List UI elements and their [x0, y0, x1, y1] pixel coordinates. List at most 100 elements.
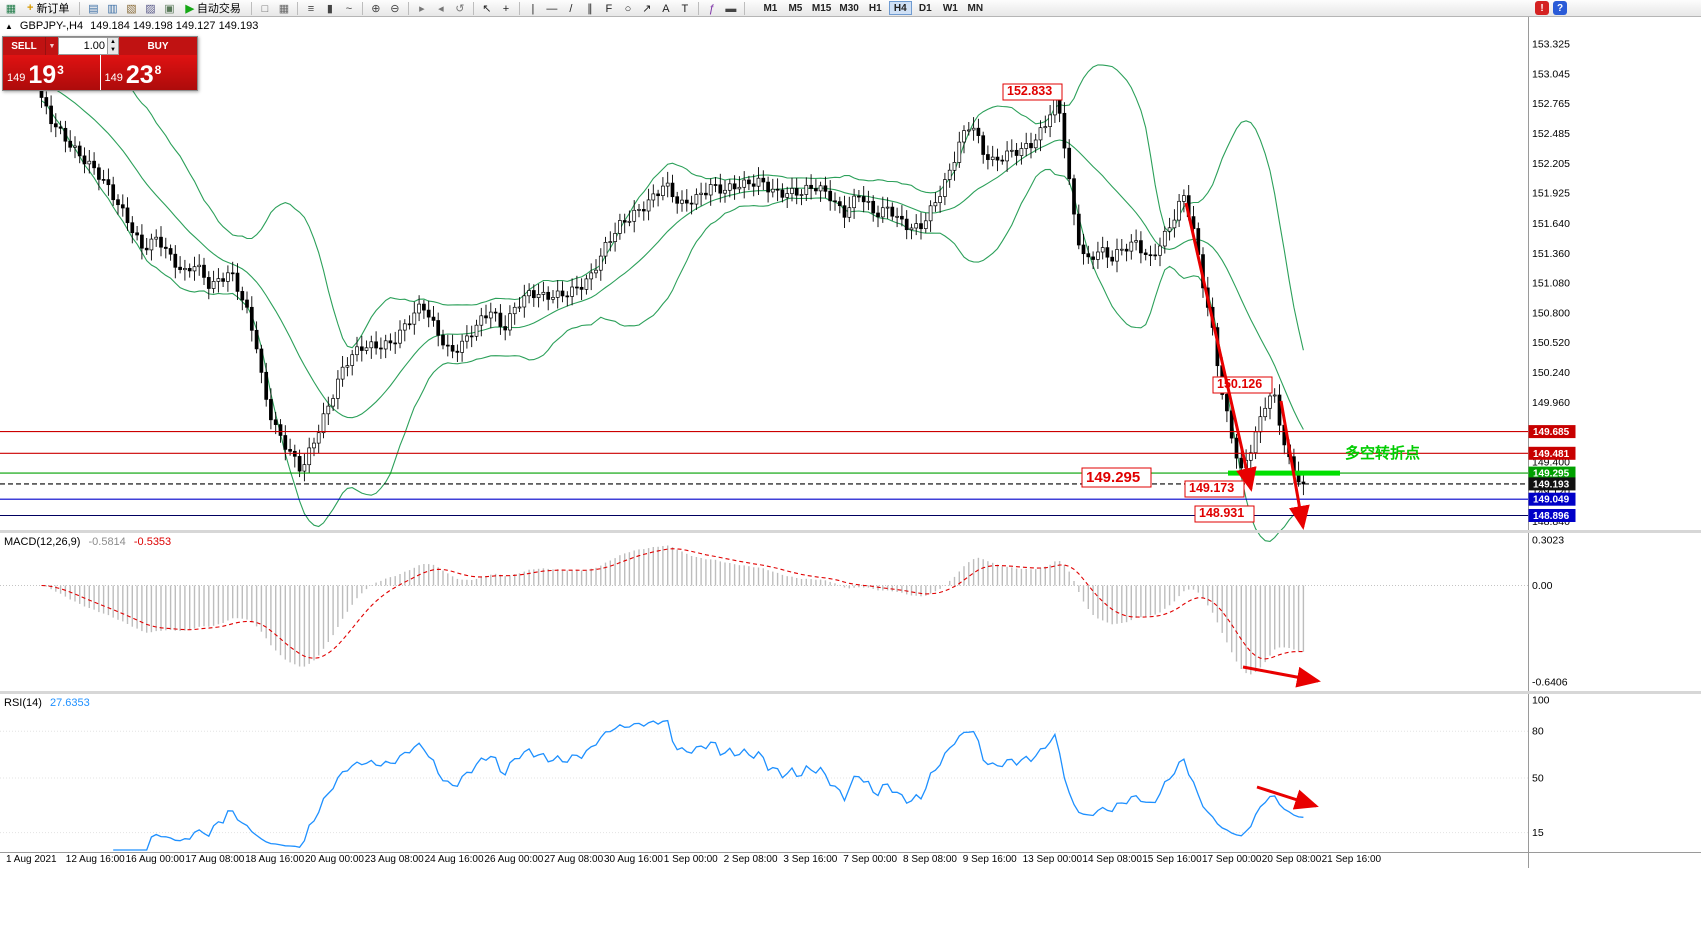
- note-text[interactable]: 多空转折点: [1345, 444, 1420, 462]
- collapse-one-click-icon[interactable]: ▲: [5, 21, 13, 31]
- rsi-axis-label: 80: [1532, 726, 1544, 738]
- bollinger-middle-band: [41, 81, 1304, 430]
- text-label-icon[interactable]: T: [681, 2, 689, 15]
- price-tag: [1528, 425, 1576, 439]
- sell-button[interactable]: SELL: [3, 37, 45, 55]
- zoom-in-icon[interactable]: ⊕: [371, 2, 381, 15]
- price-tag-label: 148.896: [1533, 511, 1570, 522]
- support-highlight-segment[interactable]: [1228, 470, 1340, 476]
- price-annotation-text: 152.833: [1007, 84, 1052, 98]
- time-axis-label: 15 Sep 16:00: [1142, 854, 1202, 865]
- timeframe-D1[interactable]: D1: [918, 2, 932, 14]
- auto-scroll-icon[interactable]: ▸: [419, 2, 425, 15]
- timeframe-H1[interactable]: H1: [868, 2, 882, 14]
- price-tick-label: 153.325: [1532, 39, 1570, 51]
- text-icon[interactable]: A: [662, 2, 670, 15]
- time-axis-label: 13 Sep 00:00: [1023, 854, 1083, 865]
- equidistant-channel-icon[interactable]: ∥: [587, 2, 593, 15]
- timeframe-W1[interactable]: W1: [942, 2, 958, 14]
- timeframe-M5[interactable]: M5: [788, 2, 803, 14]
- price-tag-label: 149.049: [1533, 495, 1570, 506]
- price-annotation-text: 149.295: [1086, 469, 1140, 486]
- price-tag: [1528, 466, 1576, 480]
- trend-arrow[interactable]: [1184, 202, 1257, 492]
- macd-trend-arrow[interactable]: [1242, 665, 1321, 688]
- strategy-tester-icon[interactable]: ▣: [164, 2, 175, 15]
- timeframe-M15[interactable]: M15: [811, 2, 832, 14]
- panel-splitter[interactable]: [0, 691, 1701, 694]
- volume-step-down-icon[interactable]: ▼: [108, 46, 118, 54]
- zoom-out-icon[interactable]: ⊖: [390, 2, 400, 15]
- time-axis-label: 9 Sep 16:00: [963, 854, 1017, 865]
- vertical-line-icon[interactable]: |: [531, 2, 535, 15]
- price-annotation-box[interactable]: [1081, 467, 1152, 488]
- price-tag: [1528, 477, 1576, 491]
- buy-price-pip: 8: [154, 63, 162, 77]
- chart-shift-icon[interactable]: ◂: [438, 2, 444, 15]
- shapes-icon[interactable]: ○: [624, 2, 632, 15]
- price-annotation-box[interactable]: [1002, 83, 1063, 101]
- bar-chart-icon[interactable]: ≡: [307, 2, 315, 15]
- indicators-icon[interactable]: ƒ: [708, 2, 715, 15]
- timeframe-M1[interactable]: M1: [763, 2, 778, 14]
- price-annotation-text: 149.173: [1189, 481, 1234, 495]
- trend-arrow[interactable]: [1279, 400, 1310, 530]
- panel-splitter[interactable]: [0, 530, 1701, 533]
- volume-input[interactable]: [58, 37, 108, 55]
- toolbar-separator: [296, 1, 298, 15]
- macd-main-value: -0.5814: [88, 536, 126, 548]
- refresh-icon[interactable]: ↺: [455, 2, 465, 15]
- macd-histogram: [45, 545, 1305, 675]
- price-tag: [1528, 492, 1576, 506]
- terminal-icon[interactable]: ▨: [145, 2, 156, 15]
- cursor-icon[interactable]: ↖: [482, 2, 492, 15]
- crosshair-icon[interactable]: +: [502, 2, 510, 15]
- line-chart-icon[interactable]: ~: [345, 2, 353, 15]
- arrows-icon[interactable]: ↗: [642, 2, 652, 15]
- fibonacci-icon[interactable]: F: [605, 2, 613, 15]
- time-axis-label: 20 Sep 08:00: [1262, 854, 1322, 865]
- trendline-icon[interactable]: /: [569, 2, 573, 15]
- tile-windows-icon[interactable]: ▦: [278, 2, 290, 15]
- time-axis-label: 1 Sep 00:00: [664, 854, 718, 865]
- rsi-name: RSI(14): [4, 697, 42, 709]
- price-annotation-box[interactable]: [1194, 505, 1255, 523]
- timeframe-M30[interactable]: M30: [839, 2, 859, 14]
- cascade-windows-icon[interactable]: □: [261, 2, 269, 15]
- toolbar-separator: [250, 1, 252, 15]
- timeframe-H4[interactable]: H4: [888, 1, 912, 15]
- candlestick-chart-icon[interactable]: ▮: [326, 2, 333, 15]
- rsi-trend-arrow[interactable]: [1256, 785, 1319, 810]
- one-click-price-row: 149 19 3 149 23 8: [3, 55, 197, 90]
- rsi-axis-label: 50: [1532, 773, 1544, 785]
- horizontal-line-icon[interactable]: —: [546, 2, 558, 15]
- time-axis-label: 27 Aug 08:00: [544, 854, 603, 865]
- buy-button[interactable]: BUY: [119, 37, 197, 55]
- help-icon[interactable]: ?: [1553, 1, 1567, 15]
- order-type-dropdown-icon[interactable]: ▼: [45, 37, 58, 55]
- price-tick-label: 150.800: [1532, 307, 1570, 319]
- expert-alert-icon[interactable]: !: [1535, 1, 1549, 15]
- market-watch-icon[interactable]: ▤: [88, 2, 99, 15]
- volume-step-up-icon[interactable]: ▲: [108, 38, 118, 46]
- sell-price-button[interactable]: 149 19 3: [3, 55, 100, 90]
- time-axis-label: 23 Aug 08:00: [365, 854, 424, 865]
- volume-stepper[interactable]: ▲ ▼: [108, 37, 119, 55]
- buy-price-button[interactable]: 149 23 8: [100, 55, 197, 90]
- rsi-axis-label: 15: [1532, 827, 1544, 839]
- toolbar-separator: [361, 1, 363, 15]
- time-axis-label: 7 Sep 00:00: [843, 854, 897, 865]
- time-axis-label: 26 Aug 00:00: [484, 854, 543, 865]
- new-order-button[interactable]: + 新订单: [21, 1, 75, 16]
- new-chart-icon[interactable]: ▦: [5, 2, 17, 15]
- data-window-icon[interactable]: ▥: [107, 2, 118, 15]
- auto-trading-button[interactable]: ▶ 自动交易: [179, 1, 246, 16]
- navigator-icon[interactable]: ▧: [126, 2, 137, 15]
- timeframe-MN[interactable]: MN: [967, 2, 984, 14]
- templates-icon[interactable]: ▬: [725, 2, 737, 15]
- new-order-button-icon: +: [27, 2, 34, 14]
- buy-price-big: 23: [125, 61, 154, 89]
- toolbar-separator: [79, 1, 81, 15]
